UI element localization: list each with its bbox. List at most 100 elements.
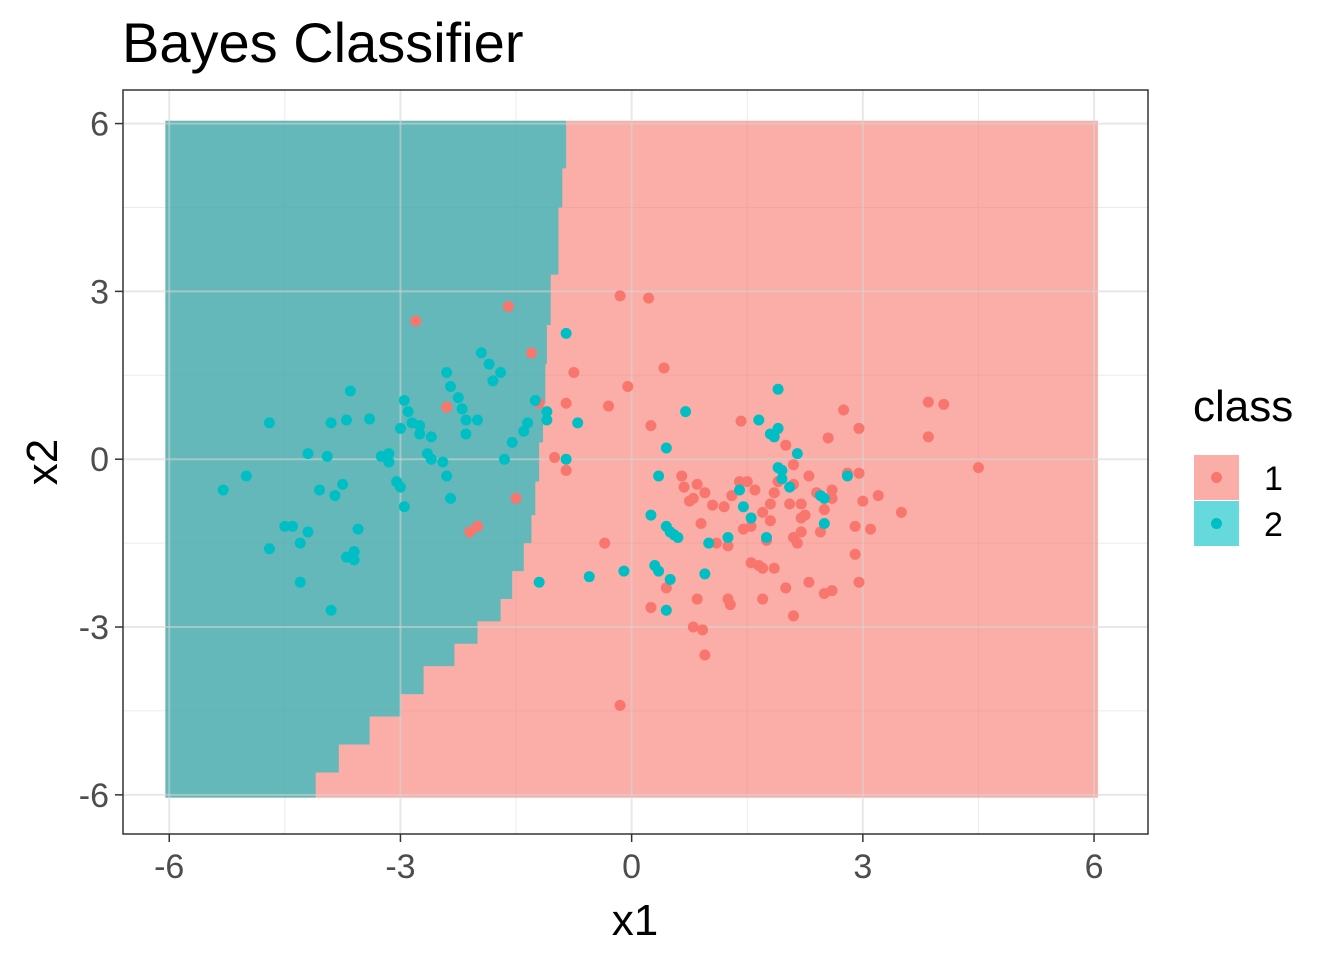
point-class-1 <box>922 396 934 408</box>
point-class-2 <box>664 573 676 585</box>
point-class-1 <box>614 699 626 711</box>
point-class-2 <box>522 417 534 429</box>
point-class-1 <box>780 439 792 451</box>
point-class-2 <box>483 358 495 370</box>
point-class-2 <box>398 394 410 406</box>
point-class-1 <box>687 621 699 633</box>
point-class-2 <box>776 464 788 476</box>
point-class-1 <box>614 290 626 302</box>
point-class-1 <box>658 362 670 374</box>
point-class-2 <box>722 532 734 544</box>
point-class-2 <box>472 414 484 426</box>
point-class-2 <box>425 453 437 465</box>
point-class-2 <box>672 532 684 544</box>
point-class-1 <box>568 366 580 378</box>
point-class-1 <box>472 520 484 532</box>
point-class-2 <box>314 484 326 496</box>
point-class-2 <box>660 604 672 616</box>
legend-label-2: 2 <box>1264 506 1283 544</box>
point-class-1 <box>645 420 657 432</box>
point-class-1 <box>818 504 830 516</box>
point-class-2 <box>344 385 356 397</box>
point-class-1 <box>745 520 757 532</box>
point-class-2 <box>772 422 784 434</box>
point-class-1 <box>938 398 950 410</box>
grid-major <box>123 90 1148 834</box>
point-class-2 <box>529 394 541 406</box>
point-class-1 <box>695 518 707 530</box>
point-class-1 <box>822 432 834 444</box>
point-class-1 <box>972 462 984 474</box>
point-class-2 <box>398 501 410 513</box>
point-class-1 <box>726 490 738 502</box>
point-class-1 <box>710 537 722 549</box>
point-class-1 <box>826 585 838 597</box>
y-tick-label: -3 <box>79 609 109 647</box>
point-class-1 <box>757 593 769 605</box>
point-class-2 <box>452 392 464 404</box>
point-class-2 <box>294 537 306 549</box>
point-class-1 <box>676 470 688 482</box>
point-class-1 <box>691 478 703 490</box>
point-class-1 <box>768 487 780 499</box>
point-class-1 <box>718 501 730 513</box>
plot-border <box>122 89 1149 835</box>
point-class-1 <box>826 484 838 496</box>
point-class-1 <box>643 292 655 304</box>
point-class-2 <box>414 428 426 440</box>
point-class-2 <box>460 428 472 440</box>
point-class-1 <box>734 476 746 488</box>
point-class-2 <box>364 413 376 425</box>
point-class-2 <box>818 518 830 530</box>
point-class-2 <box>240 470 252 482</box>
point-class-2 <box>302 526 314 538</box>
point-class-2 <box>402 406 414 418</box>
x-axis-title: x1 <box>612 896 658 945</box>
point-class-1 <box>895 506 907 518</box>
point-class-2 <box>287 520 299 532</box>
point-class-2 <box>772 383 784 395</box>
point-class-1 <box>560 464 572 476</box>
point-class-2 <box>784 481 796 493</box>
point-class-2 <box>768 431 780 443</box>
point-class-2 <box>325 604 337 616</box>
point-class-2 <box>348 546 360 558</box>
point-class-2 <box>383 456 395 468</box>
y-tick-label: 6 <box>90 106 109 144</box>
point-class-1 <box>795 526 807 538</box>
point-class-2 <box>737 501 749 513</box>
point-class-2 <box>703 537 715 549</box>
point-class-1 <box>622 380 634 392</box>
y-tick-label: -6 <box>79 777 109 815</box>
point-class-1 <box>525 347 537 359</box>
point-class-2 <box>394 481 406 493</box>
point-class-2 <box>660 442 672 454</box>
point-class-1 <box>791 537 803 549</box>
point-class-2 <box>533 576 545 588</box>
point-class-2 <box>618 565 630 577</box>
point-class-1 <box>803 470 815 482</box>
point-class-1 <box>502 300 514 312</box>
point-class-1 <box>410 315 422 327</box>
point-class-2 <box>329 490 341 502</box>
point-class-2 <box>460 414 472 426</box>
point-class-1 <box>795 498 807 510</box>
point-class-1 <box>697 624 709 636</box>
point-class-2 <box>441 366 453 378</box>
point-class-2 <box>456 403 468 415</box>
point-class-2 <box>776 473 788 485</box>
point-class-2 <box>340 551 352 563</box>
point-class-1 <box>853 467 865 479</box>
x-tick-label: 3 <box>853 848 872 886</box>
point-class-2 <box>734 484 746 496</box>
point-class-2 <box>263 417 275 429</box>
legend: class 1 2 <box>1193 382 1293 546</box>
point-class-2 <box>279 520 291 532</box>
point-class-2 <box>541 406 553 418</box>
point-class-2 <box>217 484 229 496</box>
point-class-1 <box>560 397 572 409</box>
data-points <box>217 290 984 711</box>
point-class-1 <box>849 520 861 532</box>
point-class-2 <box>653 565 665 577</box>
point-class-2 <box>263 543 275 555</box>
